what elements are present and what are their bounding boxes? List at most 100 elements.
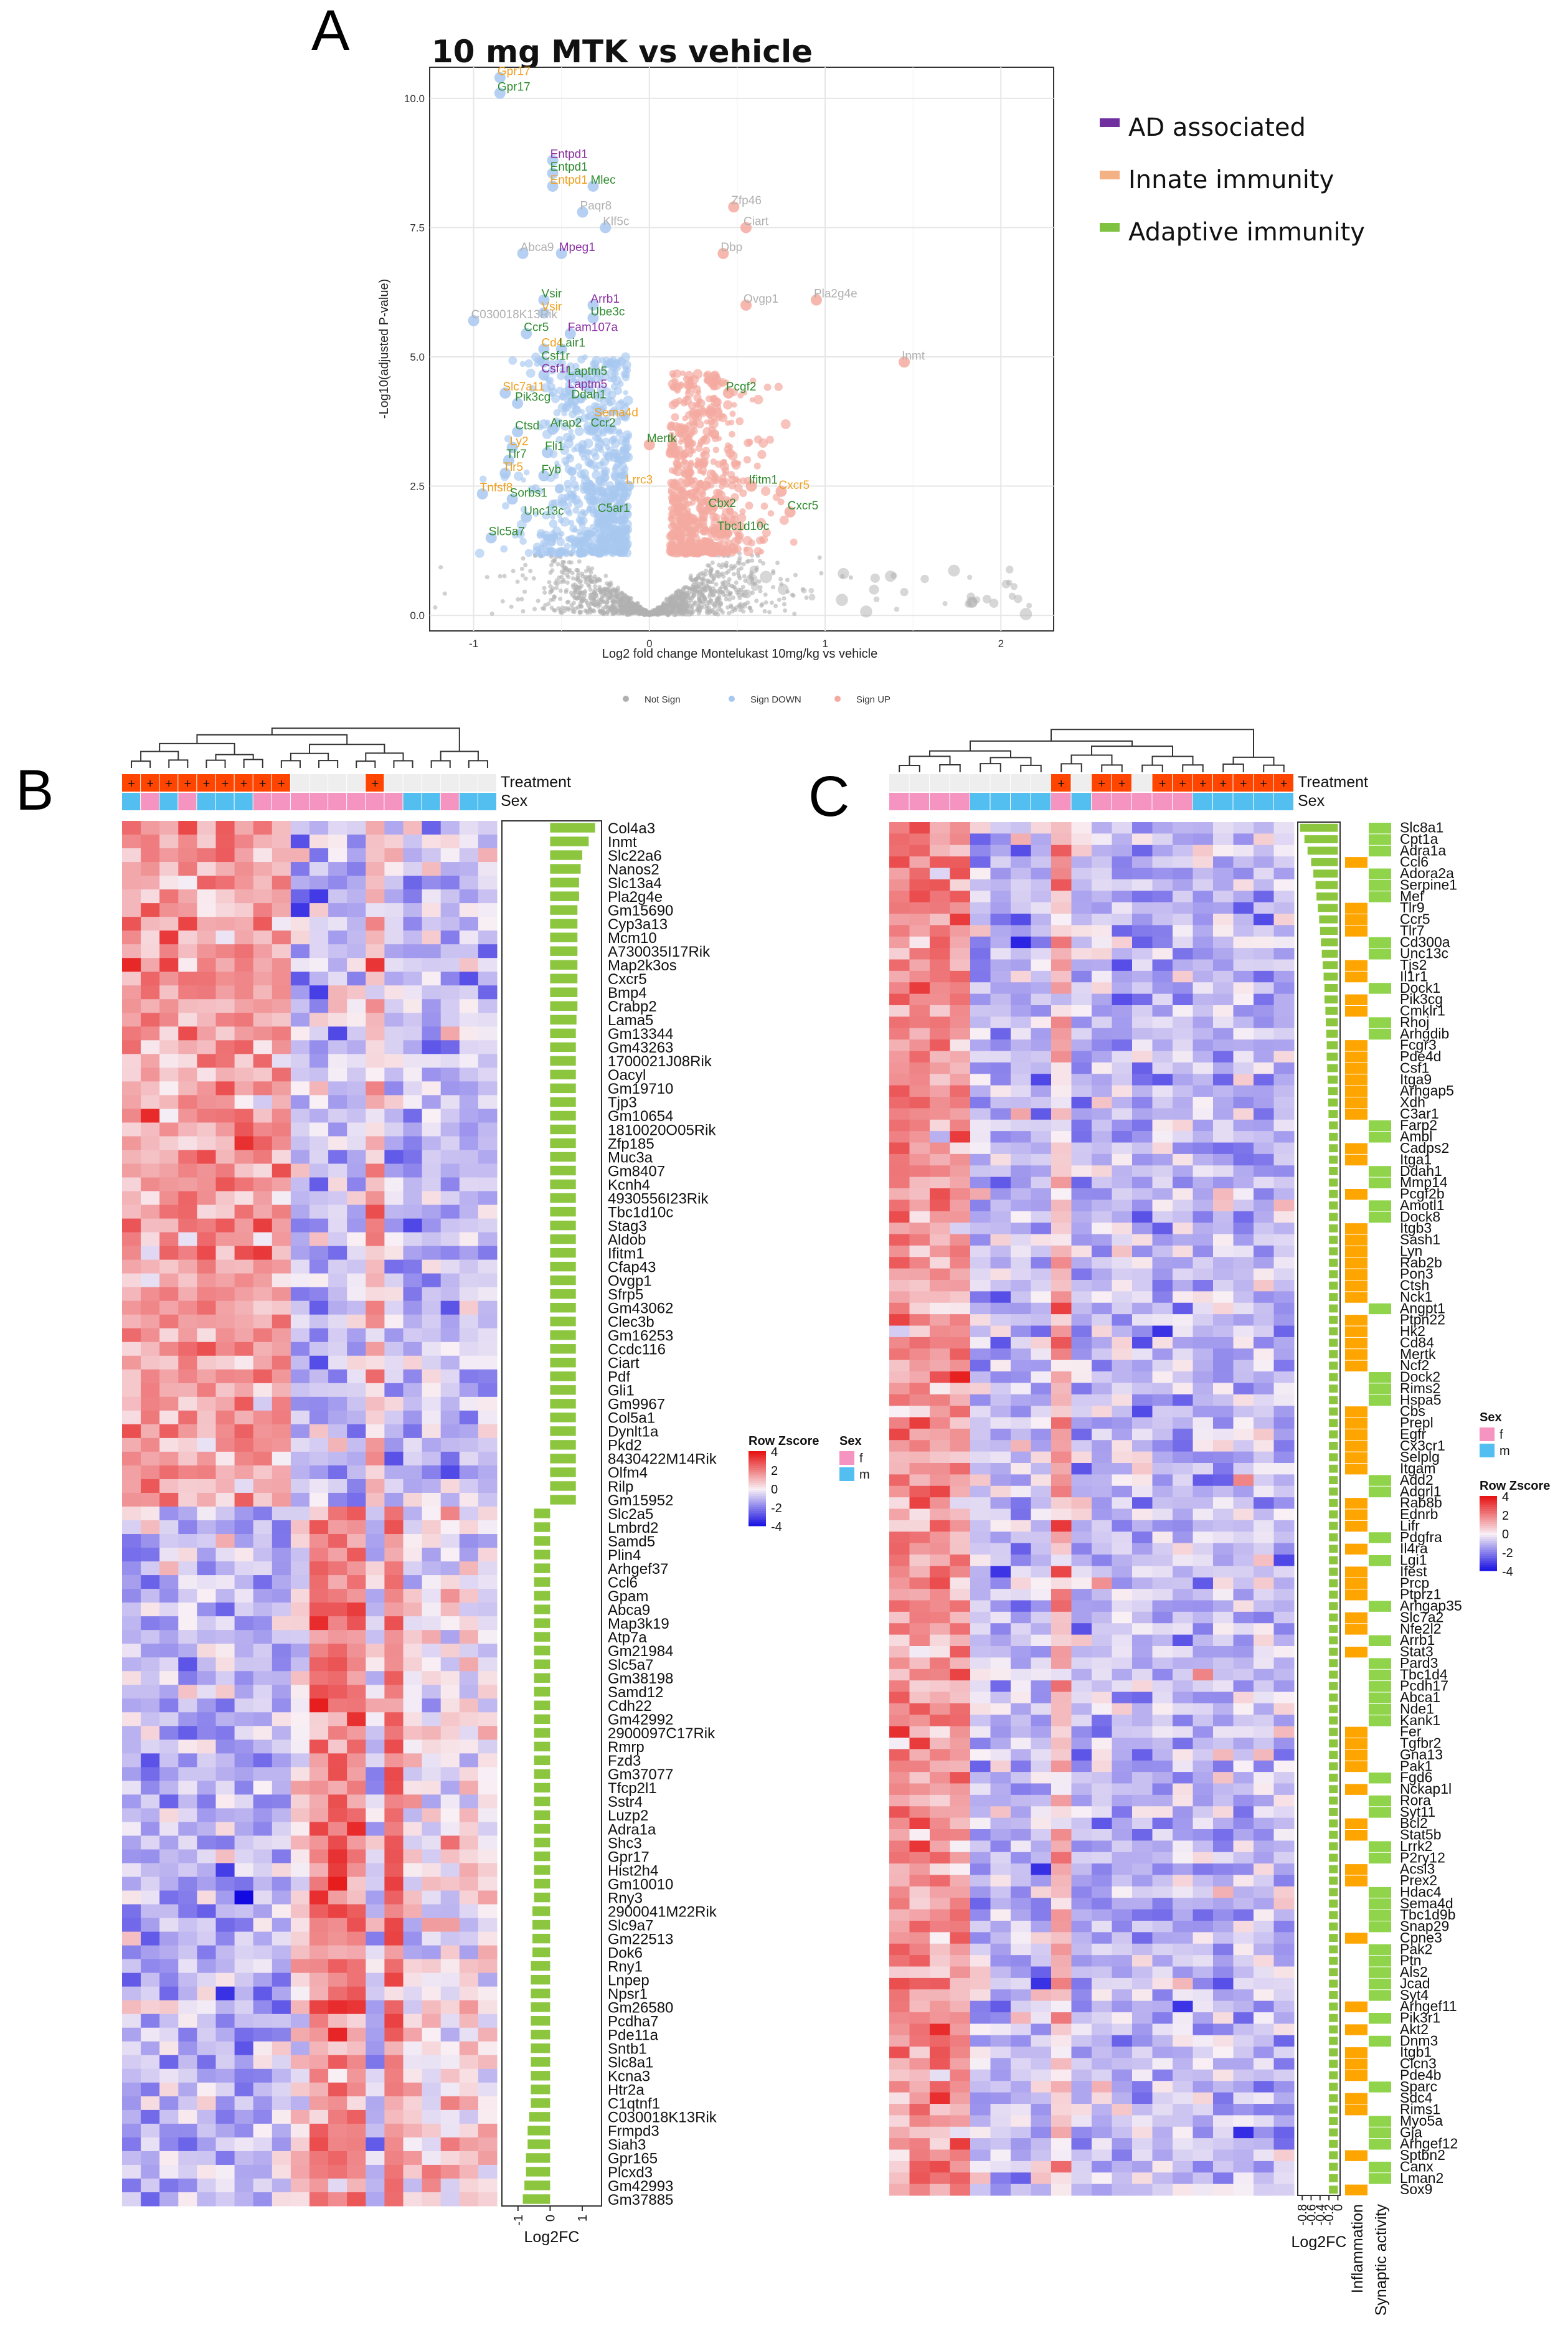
- heatmap-cell: [290, 1904, 310, 1919]
- heatmap-cell: [309, 1986, 329, 2001]
- heatmap-cell: [403, 835, 423, 849]
- heatmap-cell: [478, 2151, 498, 2166]
- heatmap-cell: [197, 821, 216, 835]
- heatmap-cell: [384, 889, 404, 904]
- heatmap-cell: [215, 1548, 235, 1562]
- point-not-sign: [681, 612, 686, 617]
- heatmap-cell: [309, 1026, 329, 1041]
- sex-cell: [309, 793, 328, 810]
- heatmap-cell: [159, 1671, 179, 1685]
- heatmap-cell: [366, 1218, 385, 1233]
- heatmap-cell: [440, 1355, 460, 1370]
- heatmap-cell: [309, 1451, 329, 1466]
- heatmap-cell: [215, 2055, 235, 2070]
- category-swatch: [1100, 118, 1120, 127]
- heatmap-cell: [384, 1355, 404, 1370]
- heatmap-cell: [253, 2178, 273, 2193]
- point-not-sign: [562, 608, 567, 613]
- heatmap-cell: [253, 1067, 273, 1082]
- heatmap-cell: [422, 930, 442, 945]
- heatmap-cell: [234, 2137, 254, 2152]
- heatmap-cell: [197, 1136, 216, 1150]
- heatmap-cell: [215, 2164, 235, 2179]
- point-not-sign: [720, 610, 725, 615]
- heatmap-cell: [384, 1644, 404, 1658]
- heatmap-cell: [347, 1959, 366, 1974]
- heatmap-cell: [422, 1396, 442, 1411]
- point-not-sign: [625, 612, 630, 617]
- heatmap-cell: [178, 1726, 197, 1740]
- heatmap-cell: [384, 1890, 404, 1905]
- heatmap-cell: [197, 1849, 216, 1864]
- heatmap-cell: [215, 1383, 235, 1398]
- heatmap-cell: [290, 1726, 310, 1740]
- heatmap-cell: [253, 930, 273, 945]
- heatmap-cell: [159, 1013, 179, 1027]
- heatmap-cell: [197, 848, 216, 863]
- heatmap-cell: [272, 2041, 291, 2056]
- heatmap-cell: [178, 2137, 197, 2152]
- heatmap-cell: [403, 2109, 423, 2124]
- heatmap-cell: [459, 958, 479, 972]
- heatmap-cell: [422, 1726, 442, 1740]
- heatmap-cell: [122, 2041, 141, 2056]
- heatmap-cell: [347, 1904, 366, 1919]
- treatment-cell: [478, 774, 496, 792]
- heatmap-cell: [478, 2055, 498, 2070]
- dendrogram-branch: [205, 759, 226, 768]
- heatmap-cell: [272, 1218, 291, 1233]
- heatmap-cell: [347, 1685, 366, 1699]
- sex-cell: [440, 793, 459, 810]
- point-label: Ciart: [744, 215, 769, 228]
- point-not-sign: [758, 585, 763, 590]
- heatmap-cell: [384, 1218, 404, 1233]
- heatmap-cell: [478, 903, 498, 917]
- heatmap-cell: [384, 1726, 404, 1740]
- heatmap-cell: [272, 1465, 291, 1480]
- x-tick-label: -1: [469, 638, 478, 650]
- heatmap-cell: [141, 2055, 160, 2070]
- heatmap-cell: [141, 1520, 160, 1535]
- heatmap-cell: [141, 1150, 160, 1164]
- heatmap-cell: [159, 1410, 179, 1425]
- heatmap-cell: [328, 1890, 347, 1905]
- heatmap-cell: [197, 1890, 216, 1905]
- heatmap-cell: [159, 1177, 179, 1192]
- heatmap-cell: [234, 821, 254, 835]
- point-not-sign: [550, 559, 555, 564]
- point-sign-down: [610, 516, 618, 524]
- heatmap-cell: [309, 1904, 329, 1919]
- heatmap-cell: [159, 2082, 179, 2097]
- point-not-sign: [542, 606, 547, 611]
- heatmap-cell: [253, 1300, 273, 1315]
- point-sign-up: [670, 520, 677, 527]
- heatmap-cell: [122, 1287, 141, 1302]
- heatmap-cell: [403, 1177, 423, 1192]
- heatmap-cell: [459, 835, 479, 849]
- heatmap-cell: [272, 835, 291, 849]
- point-not-sign: [531, 576, 536, 581]
- point-not-sign: [689, 607, 694, 612]
- heatmap-cell: [159, 1753, 179, 1768]
- point-sign-up: [684, 389, 694, 399]
- heatmap-cell: [290, 876, 310, 890]
- heatmap-cell: [197, 1534, 216, 1548]
- heatmap-cell: [366, 1589, 385, 1603]
- heatmap-cell: [234, 848, 254, 863]
- heatmap-cell: [366, 2151, 385, 2166]
- point-sign-down: [586, 449, 592, 456]
- heatmap-cell: [234, 1287, 254, 1302]
- heatmap-cell: [197, 1163, 216, 1178]
- heatmap-cell: [366, 1575, 385, 1589]
- heatmap-cell: [328, 1355, 347, 1370]
- point-not-sign: [717, 594, 722, 599]
- heatmap-cell: [328, 1300, 347, 1315]
- heatmap-cell: [459, 1136, 479, 1150]
- heatmap-cell: [328, 903, 347, 917]
- heatmap-cell: [384, 2096, 404, 2111]
- heatmap-cell: [197, 1013, 216, 1027]
- heatmap-cell: [159, 985, 179, 1000]
- heatmap-cell: [422, 1575, 442, 1589]
- heatmap-cell: [459, 1561, 479, 1576]
- heatmap-cell: [234, 1794, 254, 1809]
